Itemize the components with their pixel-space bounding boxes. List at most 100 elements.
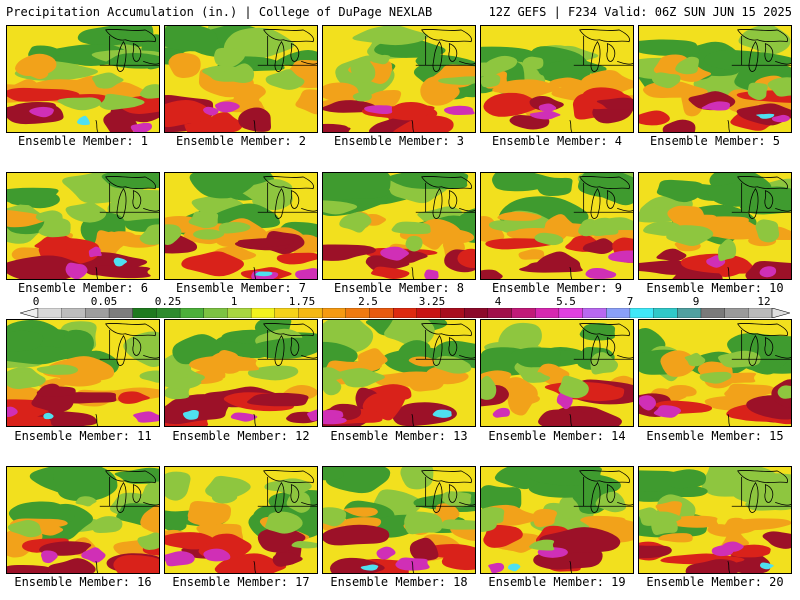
lake-outline	[590, 481, 601, 513]
lake-outline	[764, 43, 774, 62]
lake-outline	[143, 501, 159, 506]
precip-map	[639, 173, 791, 279]
lake-outline	[590, 187, 601, 219]
precip-contour	[187, 501, 232, 526]
precip-contour	[755, 219, 780, 243]
colorbar-scale	[20, 308, 790, 318]
precip-map	[7, 467, 159, 573]
precip-contour	[165, 371, 189, 381]
precip-contour	[579, 323, 616, 341]
colorbar-swatch	[558, 308, 584, 318]
precip-contour	[352, 26, 429, 46]
state-boundary	[731, 35, 791, 66]
ensemble-member-label: Ensemble Member: 1	[17, 134, 149, 148]
colorbar-swatch	[440, 308, 465, 318]
precip-contour	[380, 246, 409, 261]
precip-contour	[706, 180, 780, 207]
colorbar-swatch	[108, 308, 134, 318]
lake-outline	[748, 481, 759, 513]
lake-outline	[421, 322, 472, 337]
colorbar-tick-label: 5.5	[556, 295, 576, 308]
lake-outline	[132, 43, 142, 62]
lake-outline	[764, 484, 774, 503]
state-boundary	[95, 414, 99, 426]
great-lakes-outline	[95, 322, 159, 426]
run-info: 12Z GEFS | F234 Valid: 06Z SUN JUN 15 20…	[488, 5, 792, 19]
precip-contour	[91, 516, 123, 533]
state-boundary	[257, 182, 317, 213]
colorbar-tick-label: 0.05	[90, 295, 118, 308]
precip-map	[165, 467, 317, 573]
precip-contour	[29, 106, 54, 118]
precip-contour	[580, 515, 626, 529]
ensemble-panel-10	[638, 172, 792, 280]
colorbar-tick-label: 3.25	[418, 295, 446, 308]
precip-map	[323, 26, 475, 132]
colorbar-min-arrow	[20, 308, 39, 318]
precip-contour	[139, 370, 159, 383]
precip-contour	[36, 386, 76, 397]
precip-contour	[236, 84, 266, 103]
great-lakes-outline	[569, 28, 633, 132]
lake-outline	[748, 187, 759, 219]
lake-outline	[775, 354, 791, 359]
precip-map	[323, 173, 475, 279]
state-boundary	[415, 329, 475, 360]
lake-outline	[116, 334, 127, 366]
great-lakes-outline	[569, 175, 633, 279]
precip-contour	[36, 364, 79, 375]
precip-contour	[658, 533, 693, 543]
precip-contour	[7, 346, 78, 365]
state-boundary	[569, 120, 573, 132]
precip-contour	[537, 59, 607, 77]
precip-contour	[492, 79, 561, 98]
colorbar-swatch	[37, 308, 63, 318]
state-boundary	[95, 267, 99, 279]
precip-contour	[510, 347, 561, 368]
precip-contour	[596, 97, 633, 110]
precip-contour	[189, 173, 256, 199]
precip-contour	[405, 235, 423, 252]
state-boundary	[573, 182, 633, 213]
precip-contour	[323, 507, 347, 527]
precip-contour	[52, 467, 118, 502]
precip-contour	[643, 221, 682, 236]
precip-map	[7, 26, 159, 132]
lake-outline	[590, 40, 601, 72]
ensemble-panel-12	[164, 319, 318, 427]
precip-contour	[105, 52, 159, 69]
ensemble-panel-9	[480, 172, 634, 280]
ensemble-member-label: Ensemble Member: 6	[17, 281, 149, 295]
precip-contour	[392, 402, 457, 426]
state-boundary	[411, 414, 415, 426]
precip-contour	[323, 200, 358, 215]
precip-contour	[664, 385, 697, 397]
colorbar-swatch	[464, 308, 489, 318]
ensemble-member-label: Ensemble Member: 18	[330, 575, 468, 589]
colorbar-swatch	[677, 308, 702, 318]
colorbar-swatch	[179, 308, 205, 318]
precip-contour	[113, 555, 159, 573]
great-lakes-outline	[727, 469, 791, 573]
precip-contour	[441, 548, 475, 571]
precip-contour	[457, 248, 475, 268]
precip-contour	[483, 524, 523, 548]
lake-outline	[290, 484, 300, 503]
precip-contour	[481, 507, 505, 525]
ensemble-panel-7	[164, 172, 318, 280]
precip-contour	[118, 391, 150, 404]
lake-outline	[105, 469, 156, 484]
ensemble-member-label: Ensemble Member: 20	[646, 575, 784, 589]
precip-contour	[7, 406, 18, 417]
precip-contour	[272, 552, 303, 567]
lake-outline	[301, 501, 317, 506]
precip-contour	[651, 72, 681, 89]
colorbar-swatch	[724, 308, 749, 318]
precip-map	[323, 320, 475, 426]
colorbar-tick-label: 1.75	[288, 295, 316, 308]
colorbar: 0 0.05 0.25 1 1.75 2.5 3.25 4 5.5 7 9 12	[20, 296, 790, 320]
state-boundary	[415, 35, 475, 66]
precip-contour	[7, 416, 52, 426]
lake-outline	[748, 334, 759, 366]
colorbar-swatch	[393, 308, 418, 318]
